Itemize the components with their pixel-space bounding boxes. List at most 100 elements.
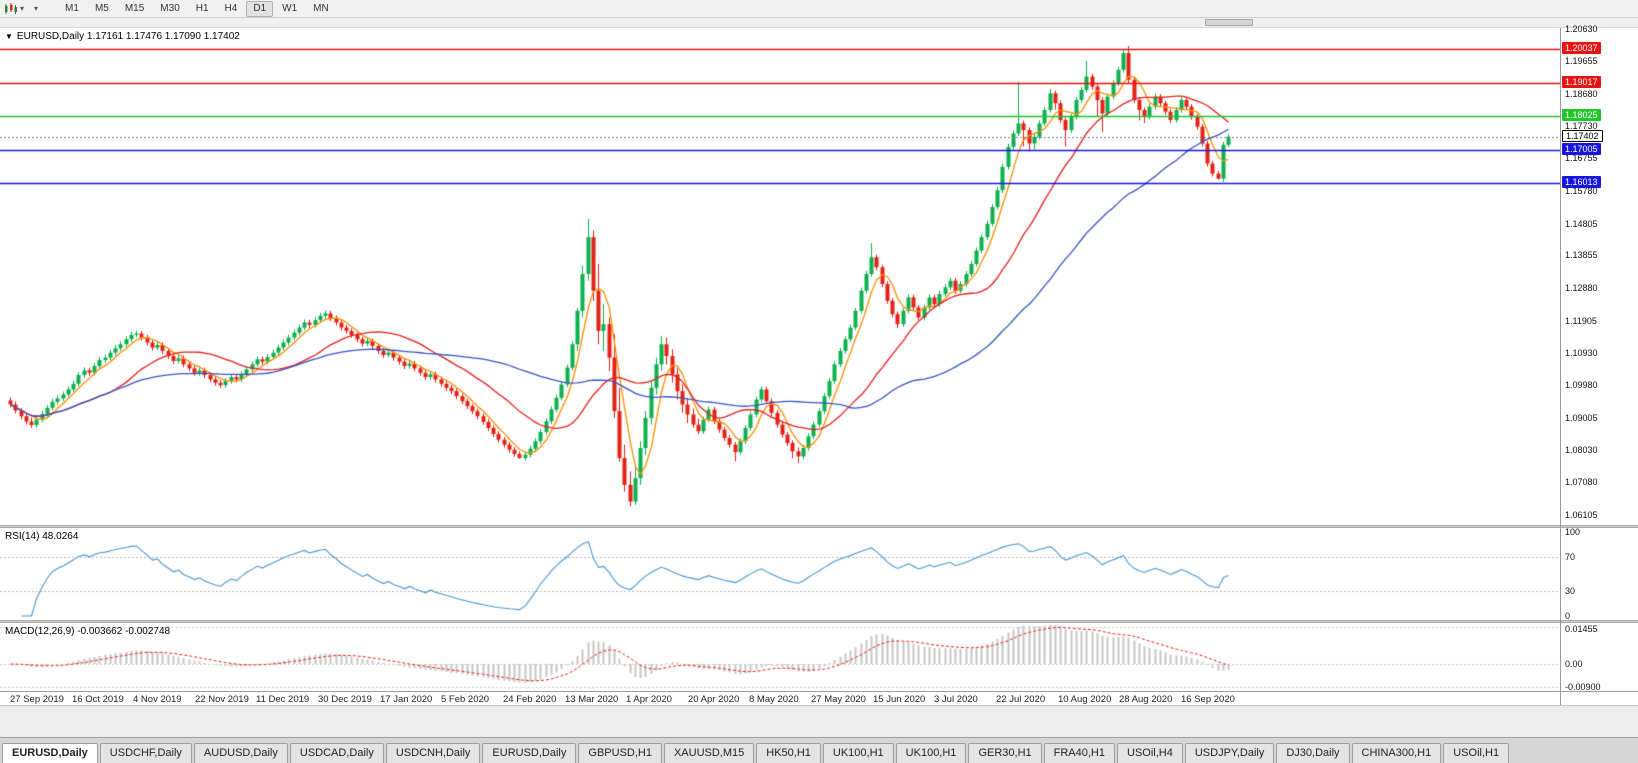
date-label: 5 Feb 2020 [441,694,490,705]
timeframe-D1[interactable]: D1 [246,0,274,17]
chart-tab[interactable]: USDJPY,Daily [1184,743,1275,763]
date-label: 28 Aug 2020 [1119,694,1173,705]
price-axis-label: 1.18680 [1565,89,1598,99]
macd-canvas[interactable] [0,623,1560,691]
date-label: 30 Dec 2019 [318,694,372,705]
macd-axis-label: 0.00 [1565,659,1583,669]
price-axis-label: 1.10930 [1565,348,1598,358]
pane-separator-rsi[interactable] [0,525,1638,528]
chart-tab[interactable]: XAUUSD,M15 [663,743,755,763]
chart-hscrollbar[interactable] [0,18,1638,28]
chart-tab[interactable]: USOil,H1 [1443,743,1510,763]
price-axis-label: 1.20630 [1565,24,1598,34]
macd-axis-label: 0.01455 [1565,624,1598,634]
timeframe-W1[interactable]: W1 [282,2,298,14]
chart-tab[interactable]: FRA40,H1 [1043,743,1115,763]
macd-label: MACD(12,26,9) -0.003662 -0.002748 [5,626,171,637]
rsi-canvas[interactable] [0,528,1560,620]
chart-tab[interactable]: USOil,H4 [1117,743,1183,763]
rsi-axis-label: 100 [1565,527,1581,537]
date-label: 27 May 2020 [811,694,866,705]
price-axis-label: 1.11905 [1565,316,1597,326]
timeframe-M15[interactable]: M15 [124,2,145,14]
price-axis-label: 1.19655 [1565,56,1598,66]
chart-tab[interactable]: USDCNH,Daily [385,743,481,763]
date-label: 15 Jun 2020 [873,694,926,705]
price-axis-label: 1.09005 [1565,413,1598,423]
rsi-axis-label: 30 [1565,586,1576,596]
date-label: 4 Nov 2019 [133,694,182,705]
chart-tabs: EURUSD,Daily USDCHF,Daily AUDUSD,Daily USDC… [0,737,1638,763]
price-level-tag: 1.19017 [1562,76,1601,88]
timeframe-M5[interactable]: M5 [94,2,109,14]
chart-title: ▼ EURUSD,Daily 1.17161 1.17476 1.17090 1… [5,31,240,42]
chart-tab[interactable]: UK100,H1 [895,743,967,763]
pane-separator-macd[interactable] [0,620,1638,623]
date-label: 17 Jan 2020 [380,694,433,705]
price-axis-label: 1.16755 [1565,153,1598,163]
timeframe-H1[interactable]: H1 [195,2,209,14]
date-label: 10 Aug 2020 [1058,694,1112,705]
chart-tab[interactable]: GBPUSD,H1 [578,743,662,763]
price-axis-label: 1.15780 [1565,186,1598,196]
macd-axis-label: -0.00900 [1565,682,1601,692]
date-label: 13 Mar 2020 [565,694,619,705]
price-axis-label: 1.07080 [1565,477,1598,487]
date-label: 1 Apr 2020 [626,694,672,705]
date-label: 24 Feb 2020 [503,694,557,705]
chart-hscrollbar-thumb[interactable] [1205,19,1253,26]
price-axis-label: 1.12880 [1565,283,1598,293]
current-price-tag: 1.17402 [1562,130,1603,142]
chart-type-caret-icon[interactable]: ▾ [20,3,25,13]
chart-tab[interactable]: UK100,H1 [822,743,894,763]
chart-tab[interactable]: CHINA300,H1 [1351,743,1442,763]
candlestick-chart-icon[interactable] [4,2,18,15]
chart-region: ▼ EURUSD,Daily 1.17161 1.17476 1.17090 1… [0,24,1638,705]
price-level-tag: 1.20037 [1562,42,1601,54]
rsi-label: RSI(14) 48.0264 [5,531,79,542]
price-level-tag: 1.18025 [1562,109,1601,121]
price-axis-label: 1.09980 [1565,380,1598,390]
price-axis-label: 1.17730 [1565,121,1598,131]
date-label: 3 Jul 2020 [934,694,978,705]
templates-caret-icon[interactable]: ▾ [34,3,39,13]
timeframe-MN[interactable]: MN [313,2,329,14]
date-label: 22 Nov 2019 [195,694,249,705]
price-axis-label: 1.14805 [1565,219,1598,229]
price-axis-label: 1.06105 [1565,510,1598,520]
date-label: 27 Sep 2019 [10,694,64,705]
date-axis: 27 Sep 2019 16 Oct 2019 4 Nov 2019 22 Nov 2… [0,691,1638,705]
chart-title-text: EURUSD,Daily 1.17161 1.17476 1.17090 1.1… [16,31,240,42]
price-axis-label: 1.13855 [1565,250,1598,260]
date-label: 8 May 2020 [749,694,799,705]
timeframe-H4[interactable]: H4 [224,2,238,14]
chart-tab[interactable]: AUDUSD,Daily [193,743,288,763]
templates-group: ▾ [32,3,39,13]
chart-tab[interactable]: USDCAD,Daily [289,743,384,763]
timeframe-M1[interactable]: M1 [65,2,79,14]
date-label: 20 Apr 2020 [688,694,740,705]
chart-tab[interactable]: DJ30,Daily [1276,743,1350,763]
toolbar: ▾ ▾ M1 M5 M15 M30 H1 H4 D1 W1 MN [0,0,1638,18]
price-axis: 1.20630 1.19655 1.18680 1.17730 1.16755 1.157… [1560,24,1638,705]
price-level-tag: 1.17005 [1562,143,1601,155]
window-filler [0,705,1638,737]
chart-tab[interactable]: HK50,H1 [756,743,821,763]
rsi-axis-label: 0 [1565,611,1571,621]
date-label: 16 Sep 2020 [1181,694,1235,705]
date-label: 11 Dec 2019 [256,694,310,705]
rsi-axis-label: 70 [1565,552,1576,562]
date-label: 22 Jul 2020 [996,694,1046,705]
chart-collapse-arrow-icon[interactable]: ▼ [5,31,13,41]
timeframe-buttons: M1 M5 M15 M30 H1 H4 D1 W1 MN [58,0,338,17]
price-level-tag: 1.16013 [1562,176,1601,188]
date-label: 16 Oct 2019 [72,694,124,705]
timeframe-M30[interactable]: M30 [160,2,180,14]
chart-tab[interactable]: GER30,H1 [968,743,1042,763]
chart-type-group: ▾ [4,2,25,15]
chart-tab[interactable]: EURUSD,Daily [2,743,98,763]
chart-tab[interactable]: USDCHF,Daily [99,743,192,763]
chart-tab[interactable]: EURUSD,Daily [482,743,577,763]
price-chart-canvas[interactable] [0,28,1560,525]
